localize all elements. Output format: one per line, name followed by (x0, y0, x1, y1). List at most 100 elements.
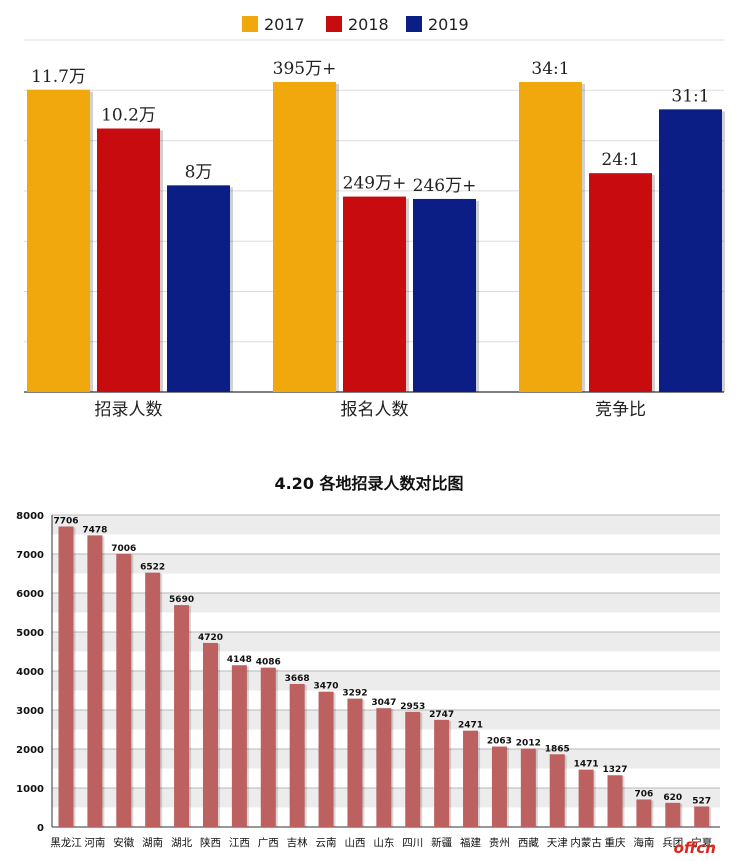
data-label: 3292 (342, 689, 367, 699)
data-label: 2012 (516, 739, 541, 749)
legend-swatch (326, 16, 342, 32)
y-tick-label: 8000 (16, 511, 44, 522)
grid-band (52, 554, 720, 574)
data-label: 1471 (574, 760, 599, 770)
y-tick-label: 0 (37, 823, 44, 834)
bar (87, 535, 103, 827)
bar (273, 82, 336, 392)
data-label: 249万+ (343, 174, 407, 194)
bar (589, 173, 652, 392)
data-label: 10.2万 (101, 106, 156, 126)
y-tick-label: 6000 (16, 589, 44, 600)
data-label: 4086 (256, 658, 281, 668)
legend-label: 2019 (428, 15, 469, 34)
grid-band (52, 515, 720, 535)
category-label: 江西 (229, 837, 250, 849)
bar (463, 730, 479, 827)
bar (659, 109, 722, 393)
bar (318, 691, 334, 827)
bar (116, 553, 132, 827)
bar (549, 754, 565, 827)
grid-band (52, 534, 720, 554)
data-label: 31:1 (671, 86, 709, 106)
data-label: 5690 (169, 595, 194, 605)
bar (607, 775, 623, 827)
category-label: 福建 (460, 836, 481, 849)
category-label: 安徽 (113, 836, 134, 849)
bar (167, 185, 230, 392)
category-label: 兵团 (662, 836, 683, 849)
data-label: 8万 (185, 162, 213, 182)
category-label: 贵州 (489, 836, 510, 849)
data-label: 24:1 (601, 150, 639, 170)
y-tick-label: 7000 (16, 550, 44, 561)
bar (174, 605, 190, 827)
data-label: 527 (692, 796, 711, 806)
legend-swatch (242, 16, 258, 32)
legend-label: 2018 (348, 15, 389, 34)
category-label: 湖南 (142, 836, 163, 849)
bar (520, 748, 536, 827)
bar (665, 802, 681, 827)
data-label: 3047 (371, 698, 396, 708)
data-label: 4720 (198, 633, 223, 643)
data-label: 620 (663, 793, 682, 803)
y-tick-label: 4000 (16, 667, 44, 678)
category-label: 天津 (547, 837, 568, 849)
grid-band (52, 690, 720, 710)
category-label: 西藏 (518, 837, 539, 849)
y-tick-label: 5000 (16, 628, 44, 639)
y-tick-label: 2000 (16, 745, 44, 756)
data-label: 706 (635, 789, 654, 799)
watermark-logo: offcn (673, 839, 716, 857)
category-label: 吉林 (287, 836, 308, 849)
bar (578, 769, 594, 827)
legend-swatch (406, 16, 422, 32)
bar (145, 572, 161, 827)
bar (376, 708, 392, 827)
category-label: 海南 (633, 836, 654, 849)
bar (413, 198, 476, 392)
data-label: 6522 (140, 563, 165, 573)
bar (694, 806, 710, 827)
grid-band (52, 612, 720, 632)
data-label: 3470 (314, 682, 339, 692)
data-label: 7478 (82, 525, 107, 535)
data-label: 2063 (487, 737, 512, 747)
category-label: 陕西 (200, 836, 221, 849)
category-label: 山东 (373, 836, 394, 849)
bar (519, 82, 582, 392)
y-tick-label: 1000 (16, 784, 44, 795)
chart-title: 4.20 各地招录人数对比图 (274, 474, 464, 493)
grid-band (52, 573, 720, 593)
bar (202, 642, 218, 827)
bar (405, 711, 421, 827)
y-tick-label: 3000 (16, 706, 44, 717)
legend-item: 2018 (326, 15, 389, 34)
bar (636, 799, 652, 827)
category-label: 宁夏 (691, 836, 712, 849)
category-label: 竞争比 (595, 400, 646, 420)
bar (27, 89, 90, 392)
legend-label: 2017 (264, 15, 305, 34)
data-label: 1865 (545, 744, 570, 754)
grid-band (52, 593, 720, 613)
data-label: 2471 (458, 721, 483, 731)
data-label: 2747 (429, 710, 454, 720)
category-label: 重庆 (605, 836, 626, 849)
bar (347, 698, 363, 827)
data-label: 34:1 (531, 59, 569, 79)
category-label: 山西 (344, 837, 365, 849)
data-label: 246万+ (413, 176, 477, 196)
category-label: 报名人数 (341, 400, 409, 420)
data-label: 395万+ (273, 59, 337, 79)
data-label: 7006 (111, 544, 136, 554)
data-label: 2953 (400, 702, 425, 712)
bar (97, 128, 160, 392)
data-label: 4148 (227, 655, 252, 665)
data-label: 7706 (53, 516, 78, 526)
data-label: 3668 (285, 674, 310, 684)
bar (289, 683, 305, 827)
